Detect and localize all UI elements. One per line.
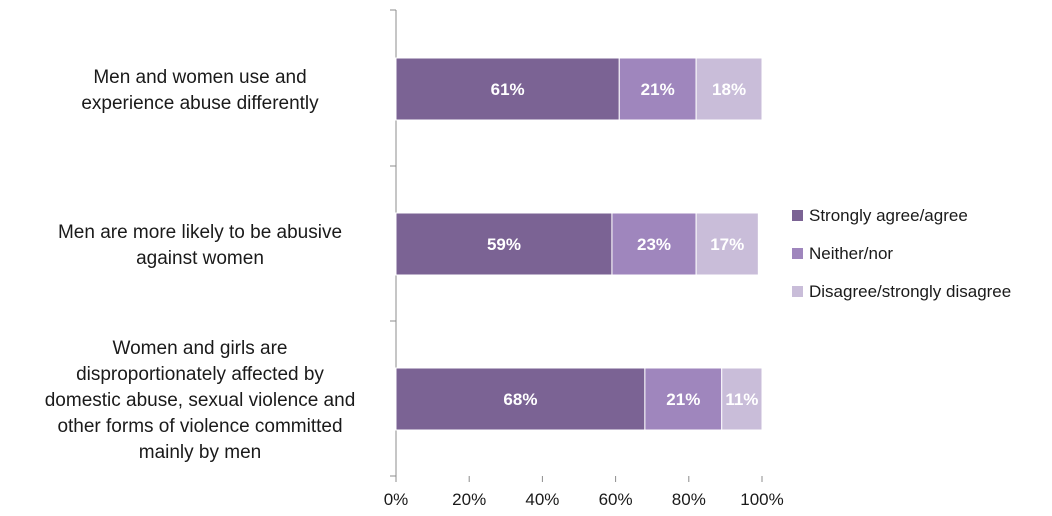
bar-segment [695, 212, 759, 276]
bar-value-label: 21% [641, 80, 675, 99]
legend-label: Strongly agree/agree [809, 206, 968, 225]
bar-segment [721, 367, 763, 431]
bar-value-label: 61% [491, 80, 525, 99]
category-label: Men and women use and experience abuse di… [81, 67, 319, 114]
x-tick-label: 60% [599, 490, 633, 509]
legend-label: Neither/nor [809, 244, 893, 263]
bar-segment [695, 57, 763, 121]
bar-segment [618, 57, 697, 121]
x-tick-label: 0% [384, 490, 409, 509]
bar-segment [395, 57, 620, 121]
x-tick-label: 20% [452, 490, 486, 509]
category-label: Men are more likely to be abusive against… [58, 222, 342, 269]
bar-value-label: 23% [637, 235, 671, 254]
bar-value-label: 59% [487, 235, 521, 254]
x-tick-label: 80% [672, 490, 706, 509]
bar-value-label: 11% [725, 390, 758, 409]
category-label: Women and girls are disproportionately af… [45, 338, 356, 463]
plot-area: 0% 20% 40% 60% 80% 100% 61% 21% 18% Men and women… [45, 9, 784, 509]
bar-value-label: 17% [710, 235, 744, 254]
bar-value-label: 18% [712, 80, 746, 99]
bar-segment [395, 212, 613, 276]
legend-swatch [792, 210, 803, 221]
x-tick-label: 40% [525, 490, 559, 509]
bar-segment [395, 367, 646, 431]
legend-swatch [792, 286, 803, 297]
legend-swatch [792, 248, 803, 259]
bar-segment [611, 212, 697, 276]
bar-value-label: 68% [503, 390, 537, 409]
bar-value-label: 21% [666, 390, 700, 409]
legend: Strongly agree/agree Neither/nor Disagree/… [792, 206, 1011, 301]
x-tick-label: 100% [740, 490, 783, 509]
legend-label: Disagree/strongly disagree [809, 282, 1011, 301]
